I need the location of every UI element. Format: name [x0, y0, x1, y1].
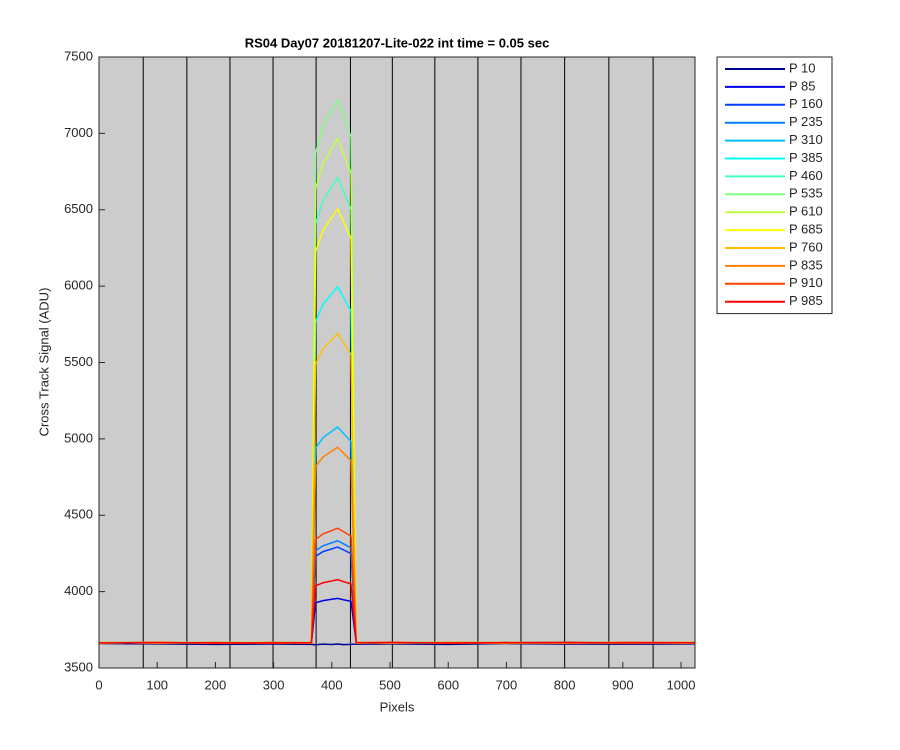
x-tick-label: 0: [95, 677, 102, 692]
x-tick-label: 400: [321, 677, 343, 692]
legend-label: P 535: [789, 186, 823, 201]
y-tick-label: 3500: [64, 659, 93, 674]
legend-label: P 760: [789, 239, 823, 254]
legend-label: P 985: [789, 293, 823, 308]
legend-label: P 610: [789, 204, 823, 219]
legend-label: P 910: [789, 275, 823, 290]
x-tick-label: 100: [146, 677, 168, 692]
legend-label: P 460: [789, 168, 823, 183]
x-tick-label: 800: [554, 677, 576, 692]
y-tick-label: 4500: [64, 507, 93, 522]
y-tick-label: 4000: [64, 583, 93, 598]
plot-frame: [98, 56, 696, 669]
y-tick-label: 5500: [64, 354, 93, 369]
x-axis-label: Pixels: [380, 699, 415, 714]
legend-label: P 85: [789, 78, 816, 93]
x-tick-label: 600: [437, 677, 459, 692]
legend-label: P 10: [789, 60, 816, 75]
x-tick-label: 200: [205, 677, 227, 692]
x-tick-label: 300: [263, 677, 285, 692]
legend-label: P 160: [789, 96, 823, 111]
y-axis-label: Cross Track Signal (ADU): [36, 288, 51, 437]
legend-label: P 385: [789, 150, 823, 165]
legend-label: P 835: [789, 257, 823, 272]
y-tick-label: 7500: [64, 48, 93, 63]
legend-label: P 310: [789, 132, 823, 147]
legend-label: P 685: [789, 222, 823, 237]
series-line: [98, 578, 696, 644]
plot-background: [99, 57, 695, 668]
y-tick-label: 6000: [64, 278, 93, 293]
x-tick-label: 900: [612, 677, 634, 692]
x-tick-label: 500: [379, 677, 401, 692]
legend-label: P 235: [789, 114, 823, 129]
x-tick-label: 700: [496, 677, 518, 692]
y-tick-label: 6500: [64, 201, 93, 216]
x-tick-label: 1000: [667, 677, 696, 692]
legend-box: [716, 56, 833, 315]
chart-title: RS04 Day07 20181207-Lite-022 int time = …: [245, 35, 550, 50]
y-tick-label: 5000: [64, 430, 93, 445]
y-tick-label: 7000: [64, 125, 93, 140]
